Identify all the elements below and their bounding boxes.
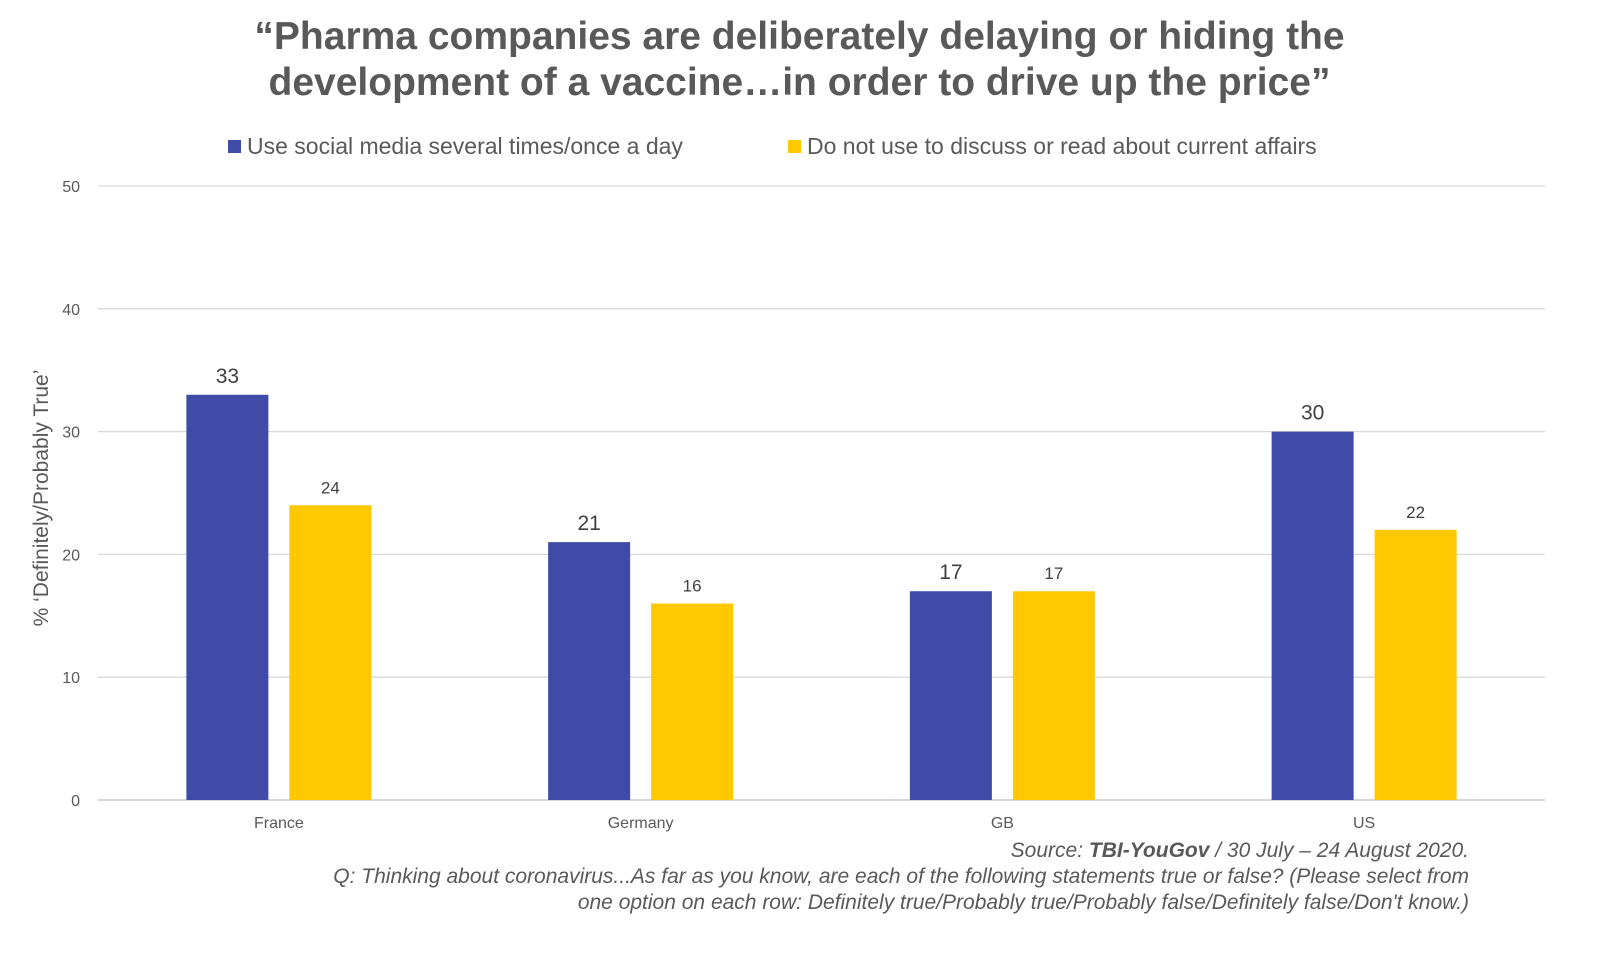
bar (1012, 591, 1095, 800)
chart-title-line-2: development of a vaccine…in order to dri… (268, 61, 1331, 104)
x-tick-label: France (254, 815, 304, 832)
source-line: Source: TBI-YouGov / 30 July – 24 August… (333, 838, 1469, 864)
y-tick-label: 40 (62, 302, 80, 319)
y-tick-label: 20 (62, 547, 80, 564)
bar (289, 505, 372, 800)
source-name: TBI-YouGov (1088, 839, 1210, 862)
legend-label-do-not-use: Do not use to discuss or read about curr… (807, 133, 1317, 159)
data-label: 21 (577, 512, 600, 535)
legend-item-social-media: Use social media several times/once a da… (228, 133, 683, 160)
data-label: 30 (1301, 402, 1324, 425)
data-label: 17 (939, 561, 962, 584)
legend: Use social media several times/once a da… (0, 133, 1599, 163)
question-line-1: Q: Thinking about coronavirus...As far a… (333, 865, 1469, 888)
data-label: 24 (321, 478, 340, 497)
bar (548, 542, 631, 800)
y-tick-label: 0 (71, 793, 80, 810)
data-label: 16 (683, 577, 702, 596)
source-note: Source: TBI-YouGov / 30 July – 24 August… (333, 838, 1469, 916)
source-prefix: Source: (1010, 839, 1089, 862)
bar (909, 591, 992, 800)
x-tick-label: Germany (608, 815, 674, 832)
y-tick-label: 50 (62, 179, 80, 196)
bar (651, 603, 734, 800)
bar (1271, 431, 1354, 800)
legend-label-social-media: Use social media several times/once a da… (247, 133, 683, 159)
data-label: 33 (216, 365, 239, 388)
legend-swatch-social-media (228, 140, 241, 153)
x-tick-label: GB (991, 815, 1014, 832)
legend-item-do-not-use: Do not use to discuss or read about curr… (788, 133, 1317, 160)
data-label: 17 (1044, 564, 1063, 583)
bar (186, 394, 269, 800)
chart-title-line-1: “Pharma companies are deliberately delay… (254, 15, 1345, 58)
y-tick-label: 30 (62, 425, 80, 442)
question-line-2: one option on each row: Definitely true/… (577, 891, 1469, 914)
bar (1374, 529, 1457, 800)
chart-title: “Pharma companies are deliberately delay… (0, 14, 1599, 106)
source-suffix: / 30 July – 24 August 2020. (1209, 839, 1469, 862)
data-label: 22 (1406, 503, 1425, 522)
y-tick-label: 10 (62, 670, 80, 687)
legend-swatch-do-not-use (788, 140, 801, 153)
x-tick-label: US (1353, 815, 1375, 832)
